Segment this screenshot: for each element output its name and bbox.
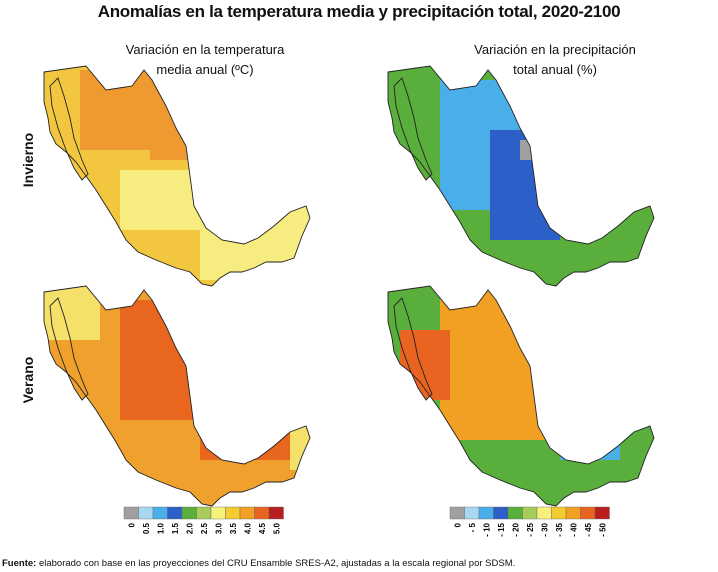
legend-temperature-label: 5.0 — [272, 522, 281, 534]
legend-precipitation-swatch — [493, 506, 509, 520]
legend-precipitation-swatch — [594, 506, 610, 520]
legend-precipitation-swatch — [507, 506, 523, 520]
footer-text: elaborado con base en las proyecciones d… — [36, 558, 516, 569]
legend-temperature-label: 1.5 — [171, 522, 180, 534]
legend-temperature-label: 0.5 — [142, 522, 151, 534]
legend-precipitation-label: - 35 — [555, 522, 564, 536]
legend-precipitation-swatch — [464, 506, 480, 520]
legend-temperature-label: 4.0 — [243, 522, 252, 534]
legend-temperature-label: 1.0 — [156, 522, 165, 534]
legend-temperature-swatch — [138, 506, 154, 520]
legend-precipitation-swatch — [565, 506, 581, 520]
legend-precipitation-label: - 10 — [482, 522, 491, 536]
legend-precipitation-label: - 25 — [526, 522, 535, 536]
legend-precipitation: 0 - 5 - 10 - 15 - 20 - 25 - 30 - 35 - 40 - 45 - 50 — [449, 506, 610, 537]
legend-temperature-label: 3.5 — [229, 522, 238, 534]
legend-precipitation-label: - 5 — [468, 522, 477, 532]
legend-temperature-swatch — [239, 506, 255, 520]
map-temperature-winter — [43, 65, 311, 287]
column-header-precipitation: Variación en la precipitación total anua… — [440, 40, 670, 80]
legend-temperature-label: 3.0 — [214, 522, 223, 534]
footer-label: Fuente: — [2, 558, 37, 569]
legend-precipitation-label: - 40 — [569, 522, 578, 536]
map-precipitation-winter — [387, 65, 655, 287]
source-footer: Fuente: elaborado con base en las proyec… — [2, 558, 515, 569]
legend-precipitation-label: - 30 — [540, 522, 549, 536]
legend-temperature-label: 2.5 — [200, 522, 209, 534]
legend-temperature-swatch — [152, 506, 168, 520]
legend-precipitation-swatch — [449, 506, 465, 520]
map-precipitation-summer — [387, 285, 655, 507]
column-header-precipitation-line2: total anual (%) — [513, 62, 597, 77]
legend-precipitation-swatch — [522, 506, 538, 520]
legend-precipitation-label: - 50 — [598, 522, 607, 536]
legend-temperature-swatch — [254, 506, 270, 520]
legend-precipitation-swatch — [551, 506, 567, 520]
legend-precipitation-swatch — [580, 506, 596, 520]
column-header-temperature-line2: media anual (ºC) — [156, 62, 254, 77]
legend-temperature-swatch — [225, 506, 241, 520]
legend-temperature-swatch — [210, 506, 226, 520]
legend-precipitation-label: - 45 — [584, 522, 593, 536]
legend-precipitation-label: 0 — [453, 522, 462, 527]
map-temperature-summer — [43, 285, 311, 507]
legend-temperature-swatch — [181, 506, 197, 520]
legend-temperature-swatch — [268, 506, 284, 520]
legend-temperature-label: 0 — [127, 522, 136, 527]
legend-precipitation-swatch — [536, 506, 552, 520]
column-header-precipitation-line1: Variación en la precipitación — [474, 42, 636, 57]
legend-temperature-swatch — [196, 506, 212, 520]
legend-temperature-label: 4.5 — [258, 522, 267, 534]
legend-precipitation-label: - 20 — [511, 522, 520, 536]
column-header-temperature-line1: Variación en la temperatura — [125, 42, 285, 57]
page-title: Anomalías en la temperatura media y prec… — [97, 2, 621, 21]
legend-temperature-swatch — [123, 506, 139, 520]
legend-precipitation-label: - 15 — [497, 522, 506, 536]
legend-temperature-label: 2.0 — [185, 522, 194, 534]
legend-temperature-swatch — [167, 506, 183, 520]
legend-precipitation-swatch — [478, 506, 494, 520]
column-header-temperature: Variación en la temperatura media anual … — [90, 40, 320, 80]
legend-temperature: 0 0.5 1.0 1.5 2.0 2.5 3.0 3.5 4.0 4.5 5.0 — [123, 506, 284, 534]
